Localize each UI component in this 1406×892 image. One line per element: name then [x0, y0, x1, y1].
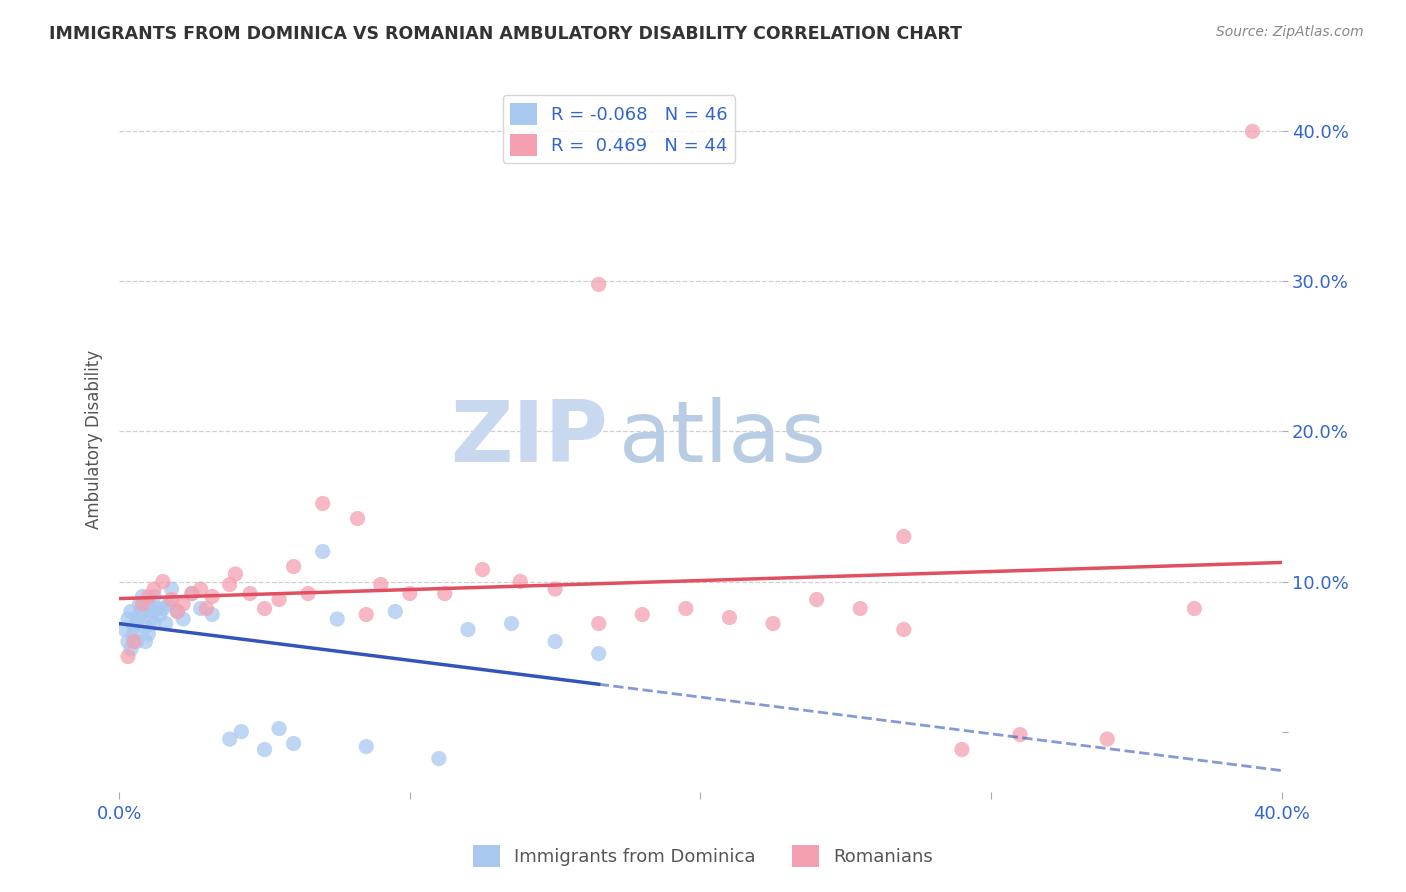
Point: [231, 724, 253, 739]
Point: [117, 612, 139, 626]
Point: [1008, 728, 1031, 742]
Point: [588, 647, 610, 661]
Point: [218, 577, 240, 591]
Point: [160, 582, 183, 596]
Point: [146, 601, 169, 615]
Point: [125, 634, 148, 648]
Point: [1095, 732, 1118, 747]
Point: [267, 592, 290, 607]
Point: [239, 586, 262, 600]
Point: [950, 742, 973, 756]
Point: [122, 627, 145, 641]
Text: Source: ZipAtlas.com: Source: ZipAtlas.com: [1216, 25, 1364, 39]
Point: [136, 597, 159, 611]
Point: [141, 605, 163, 619]
Point: [136, 590, 159, 604]
Point: [152, 601, 174, 615]
Legend: Immigrants from Dominica, Romanians: Immigrants from Dominica, Romanians: [465, 838, 941, 874]
Point: [384, 605, 406, 619]
Point: [253, 742, 276, 756]
Legend: R = -0.068   N = 46, R =  0.469   N = 44: R = -0.068 N = 46, R = 0.469 N = 44: [503, 95, 735, 163]
Point: [152, 574, 174, 589]
Point: [122, 634, 145, 648]
Point: [122, 619, 145, 633]
Point: [128, 607, 150, 622]
Point: [136, 627, 159, 641]
Point: [427, 751, 450, 765]
Point: [311, 496, 333, 510]
Point: [143, 582, 166, 596]
Point: [195, 601, 218, 615]
Point: [806, 592, 828, 607]
Y-axis label: Ambulatory Disability: Ambulatory Disability: [86, 350, 103, 529]
Point: [253, 601, 276, 615]
Point: [1241, 124, 1264, 138]
Point: [588, 277, 610, 292]
Point: [588, 616, 610, 631]
Point: [117, 649, 139, 664]
Point: [675, 601, 697, 615]
Point: [180, 586, 202, 600]
Point: [471, 562, 494, 576]
Point: [297, 586, 319, 600]
Point: [218, 732, 240, 747]
Text: ZIP: ZIP: [450, 398, 607, 481]
Point: [125, 616, 148, 631]
Point: [143, 590, 166, 604]
Point: [544, 582, 567, 596]
Point: [433, 586, 456, 600]
Text: atlas: atlas: [619, 398, 827, 481]
Point: [160, 592, 183, 607]
Point: [134, 619, 156, 633]
Point: [354, 739, 377, 754]
Point: [311, 544, 333, 558]
Point: [201, 607, 224, 622]
Point: [114, 623, 136, 637]
Point: [141, 612, 163, 626]
Point: [893, 529, 915, 543]
Point: [501, 616, 523, 631]
Point: [370, 577, 392, 591]
Point: [718, 610, 741, 624]
Point: [849, 601, 872, 615]
Point: [180, 586, 202, 600]
Point: [893, 623, 915, 637]
Point: [149, 607, 172, 622]
Point: [354, 607, 377, 622]
Point: [544, 634, 567, 648]
Point: [117, 634, 139, 648]
Point: [134, 634, 156, 648]
Point: [398, 586, 420, 600]
Point: [201, 590, 224, 604]
Point: [283, 559, 305, 574]
Point: [762, 616, 785, 631]
Point: [172, 597, 194, 611]
Point: [155, 616, 177, 631]
Point: [326, 612, 349, 626]
Point: [157, 597, 180, 611]
Text: IMMIGRANTS FROM DOMINICA VS ROMANIAN AMBULATORY DISABILITY CORRELATION CHART: IMMIGRANTS FROM DOMINICA VS ROMANIAN AMB…: [49, 25, 962, 43]
Point: [346, 511, 368, 525]
Point: [131, 597, 153, 611]
Point: [631, 607, 654, 622]
Point: [190, 601, 212, 615]
Point: [166, 605, 188, 619]
Point: [190, 582, 212, 596]
Point: [120, 605, 142, 619]
Point: [120, 642, 142, 657]
Point: [128, 597, 150, 611]
Point: [1182, 601, 1205, 615]
Point: [457, 623, 479, 637]
Point: [131, 590, 153, 604]
Point: [283, 737, 305, 751]
Point: [172, 612, 194, 626]
Point: [267, 722, 290, 736]
Point: [143, 616, 166, 631]
Point: [131, 605, 153, 619]
Point: [224, 567, 246, 582]
Point: [509, 574, 531, 589]
Point: [166, 605, 188, 619]
